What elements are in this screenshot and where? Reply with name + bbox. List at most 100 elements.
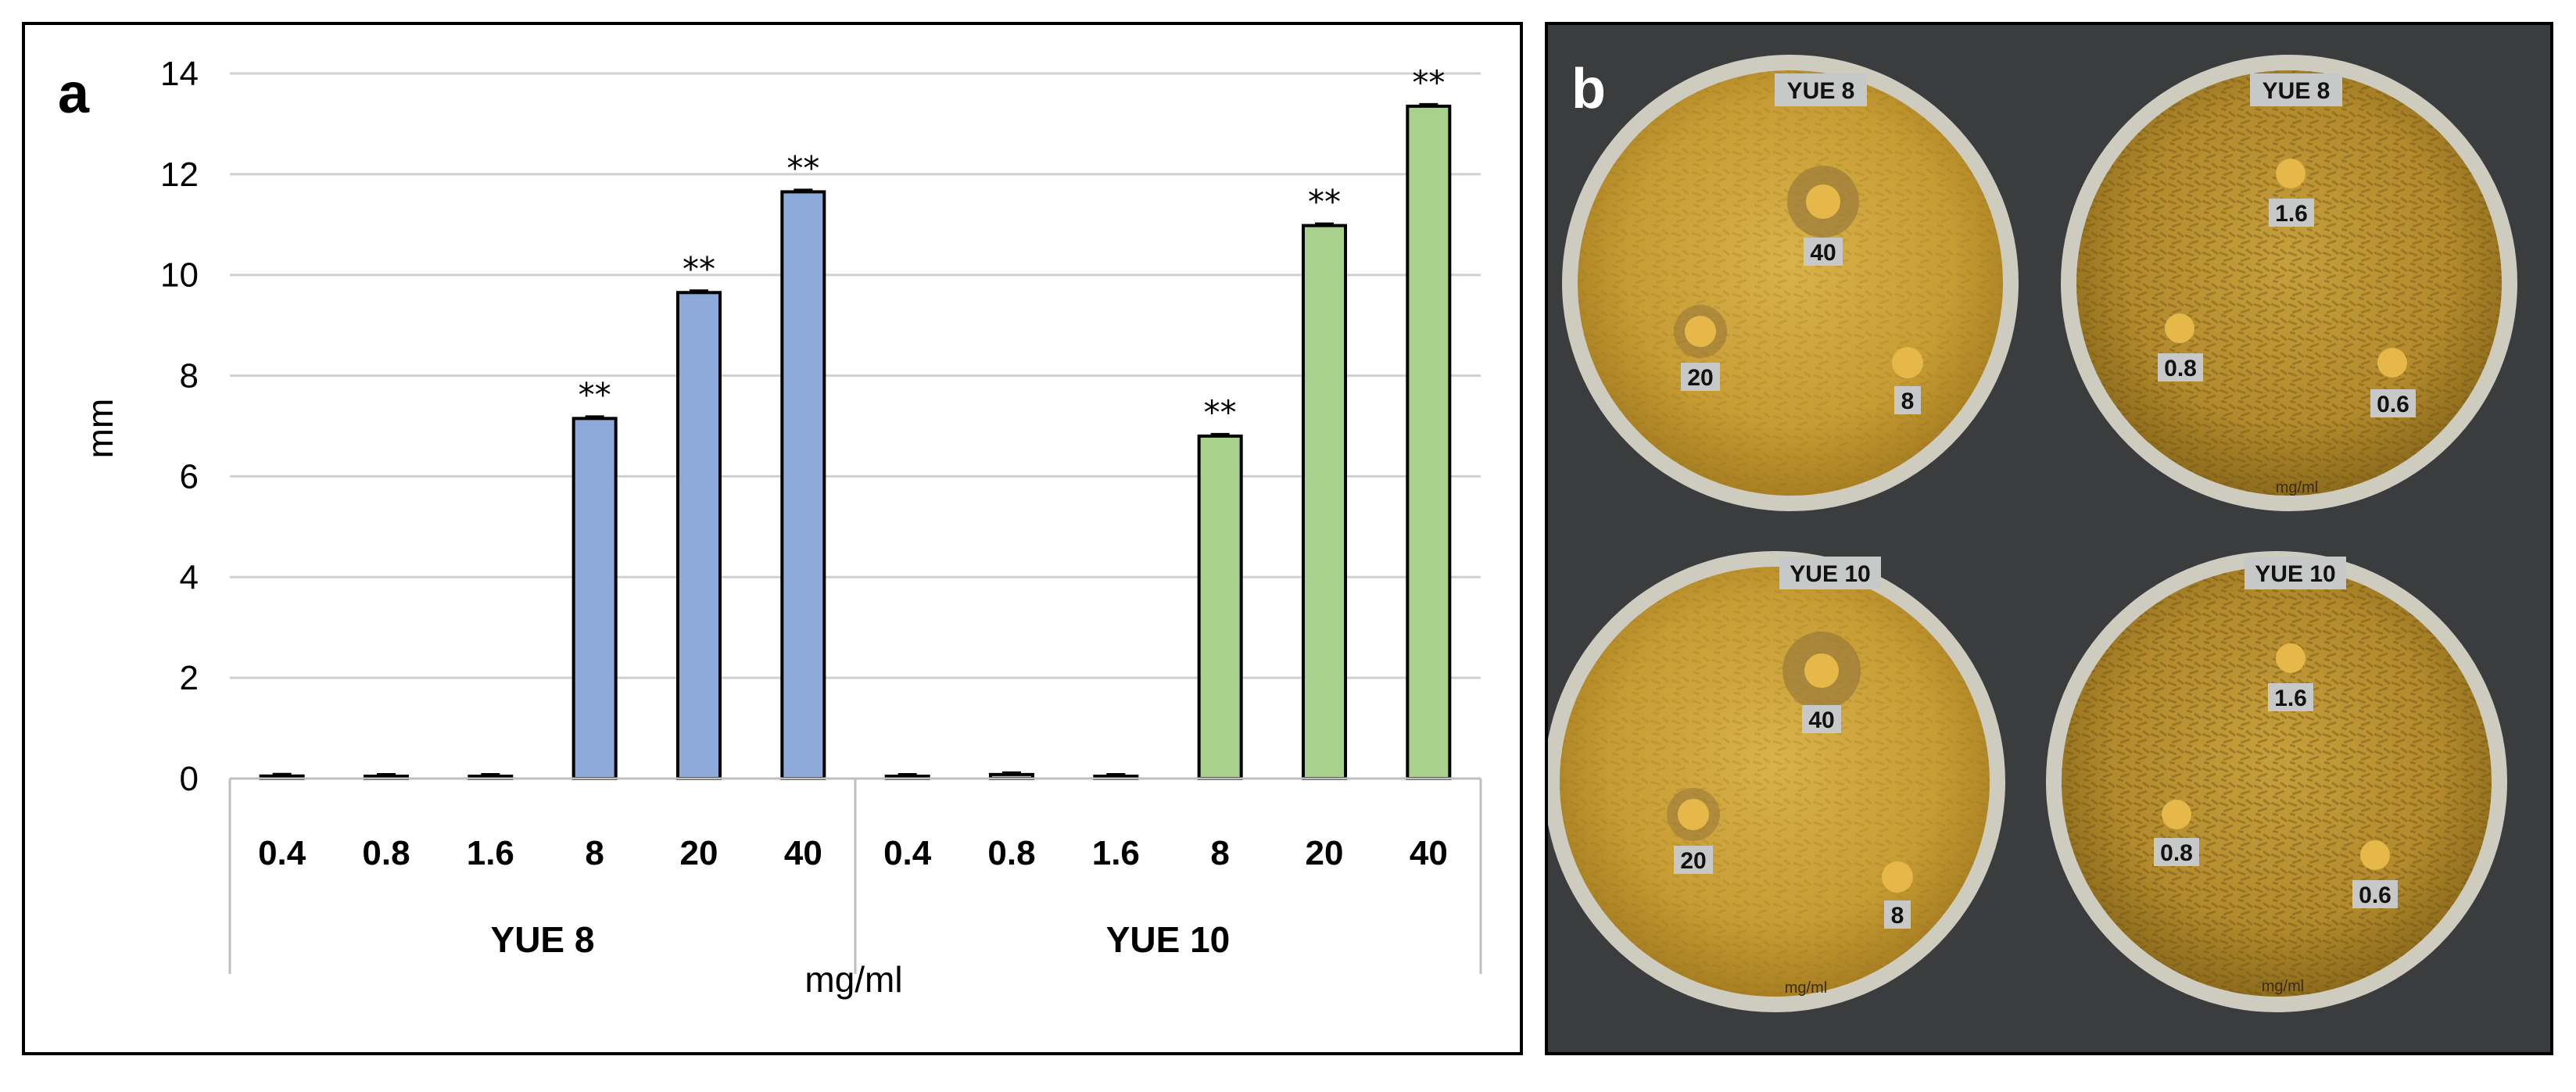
y-tick-label: 6: [180, 457, 199, 496]
label-bg: [2269, 199, 2314, 227]
petri-plate-yue10-high: YUE 10 40 20 8 mg/ml: [1548, 551, 2005, 1012]
y-tick-label: 14: [160, 55, 199, 93]
photo-panel: YUE 8 40 20 8 YUE 8 1.6 0.8 0.6 mg/ml: [1545, 22, 2553, 1055]
y-axis-ticks: 0 2 4 6 8 10 12 14: [160, 55, 199, 798]
bar: [1302, 224, 1347, 780]
disc-label: 8: [1891, 903, 1904, 929]
agar-plates-photo: YUE 8 40 20 8 YUE 8 1.6 0.8 0.6 mg/ml: [1548, 55, 2517, 1012]
bars: ** ** ** ** ** **: [259, 63, 1452, 781]
significance-marker: **: [1308, 183, 1341, 221]
handwritten-mark: mg/ml: [2262, 978, 2304, 995]
disc-label: 0.8: [2160, 840, 2193, 866]
y-tick-label: 10: [160, 256, 199, 295]
disc-label: 20: [1680, 848, 1706, 874]
plate-title-bg: [2250, 73, 2342, 106]
disc: [2276, 643, 2306, 673]
bacterial-lawn: [1560, 567, 1990, 997]
disc: [2276, 159, 2306, 188]
plate-title-bg: [1779, 557, 1881, 589]
panel-label-b: b: [1571, 58, 1606, 120]
label-bg: [2370, 389, 2416, 417]
disc: [1804, 653, 1839, 688]
category-label: 20: [1306, 834, 1344, 872]
disc-label: 0.8: [2164, 356, 2197, 381]
plate-title: YUE 8: [1787, 78, 1855, 104]
disc: [1882, 861, 1913, 893]
chart-panel: a 0 2 4 6 8 10 12 14 ** ** ** ** ** ** 0.4 0.8 1.6 8 20 4…: [22, 22, 1523, 1055]
y-tick-label: 4: [180, 558, 199, 596]
disc-label: 8: [1901, 388, 1915, 414]
bacterial-lawn: [2076, 70, 2502, 496]
disc: [1892, 347, 1923, 378]
category-label: 1.6: [1092, 834, 1140, 872]
y-tick-label: 8: [180, 357, 199, 396]
x-axis-label: mg/ml: [804, 959, 902, 1000]
category-label: 0.4: [883, 834, 932, 872]
disc: [1806, 184, 1840, 219]
label-bg: [1804, 238, 1843, 266]
bar: [780, 190, 826, 780]
disc-label: 0.6: [2359, 883, 2391, 908]
bacterial-lawn: [2062, 567, 2492, 997]
significance-marker: **: [786, 149, 819, 187]
label-bg: [1894, 386, 1921, 414]
label-bg: [2352, 880, 2398, 908]
group-label: YUE 10: [1106, 919, 1231, 960]
disc: [2360, 840, 2390, 870]
label-bg: [1681, 363, 1720, 391]
handwritten-mark: mg/ml: [1785, 979, 1827, 997]
disc-label: 1.6: [2274, 686, 2307, 711]
category-label: 0.4: [258, 834, 306, 872]
group-label: YUE 8: [491, 919, 595, 960]
category-label: 40: [784, 834, 822, 872]
category-axis: 0.4 0.8 1.6 8 20 40 YUE 8 0.4 0.8 1.6 8 20 40 YUE 10: [228, 777, 1482, 974]
y-axis-label: mm: [80, 399, 120, 459]
category-label: 0.8: [362, 834, 410, 872]
y-tick-label: 2: [180, 659, 199, 697]
petri-plate-yue8-low: YUE 8 1.6 0.8 0.6 mg/ml: [2061, 55, 2517, 511]
significance-marker: **: [683, 249, 715, 288]
plate-title-bg: [1775, 73, 1867, 106]
label-bg: [2268, 683, 2313, 711]
label-bg: [1674, 846, 1713, 874]
petri-plate-yue10-low: YUE 10 1.6 0.8 0.6 mg/ml: [2046, 551, 2507, 1012]
category-label: 8: [1210, 834, 1229, 872]
bar: [1406, 104, 1452, 780]
bar-chart: a 0 2 4 6 8 10 12 14 ** ** ** ** ** ** 0.4 0.8 1.6 8 20 4…: [58, 55, 1482, 1000]
disc-label: 20: [1687, 365, 1713, 391]
category-label: 40: [1410, 834, 1448, 872]
label-bg: [1884, 900, 1911, 929]
significance-marker: **: [579, 375, 611, 414]
disc: [1685, 316, 1716, 347]
disc-label: 40: [1810, 240, 1836, 266]
disc-label: 40: [1808, 707, 1834, 733]
y-tick-label: 0: [180, 760, 199, 798]
panel-label-a: a: [58, 63, 90, 125]
significance-marker: **: [1204, 393, 1237, 431]
category-label: 8: [585, 834, 604, 872]
y-tick-label: 12: [160, 156, 199, 194]
disc: [1678, 799, 1709, 830]
label-bg: [2154, 838, 2199, 866]
bar: [1197, 434, 1243, 781]
plate-title: YUE 10: [1790, 561, 1870, 587]
bar: [676, 291, 722, 780]
bar: [571, 417, 618, 780]
significance-marker: **: [1412, 63, 1445, 102]
label-bg: [2158, 353, 2203, 381]
category-label: 0.8: [987, 834, 1035, 872]
disc: [2162, 800, 2191, 829]
disc-label: 0.6: [2377, 392, 2409, 417]
category-label: 20: [680, 834, 718, 872]
plate-title: YUE 8: [2263, 78, 2331, 104]
disc: [2377, 348, 2407, 378]
gridlines: [230, 72, 1481, 780]
disc: [2165, 313, 2194, 343]
petri-plate-yue8-high: YUE 8 40 20 8: [1562, 55, 2019, 511]
category-label: 1.6: [467, 834, 514, 872]
bacterial-lawn: [1578, 70, 2003, 496]
disc-label: 1.6: [2275, 201, 2308, 227]
handwritten-mark: mg/ml: [2276, 479, 2318, 496]
label-bg: [1802, 705, 1841, 733]
plate-title: YUE 10: [2255, 561, 2335, 587]
